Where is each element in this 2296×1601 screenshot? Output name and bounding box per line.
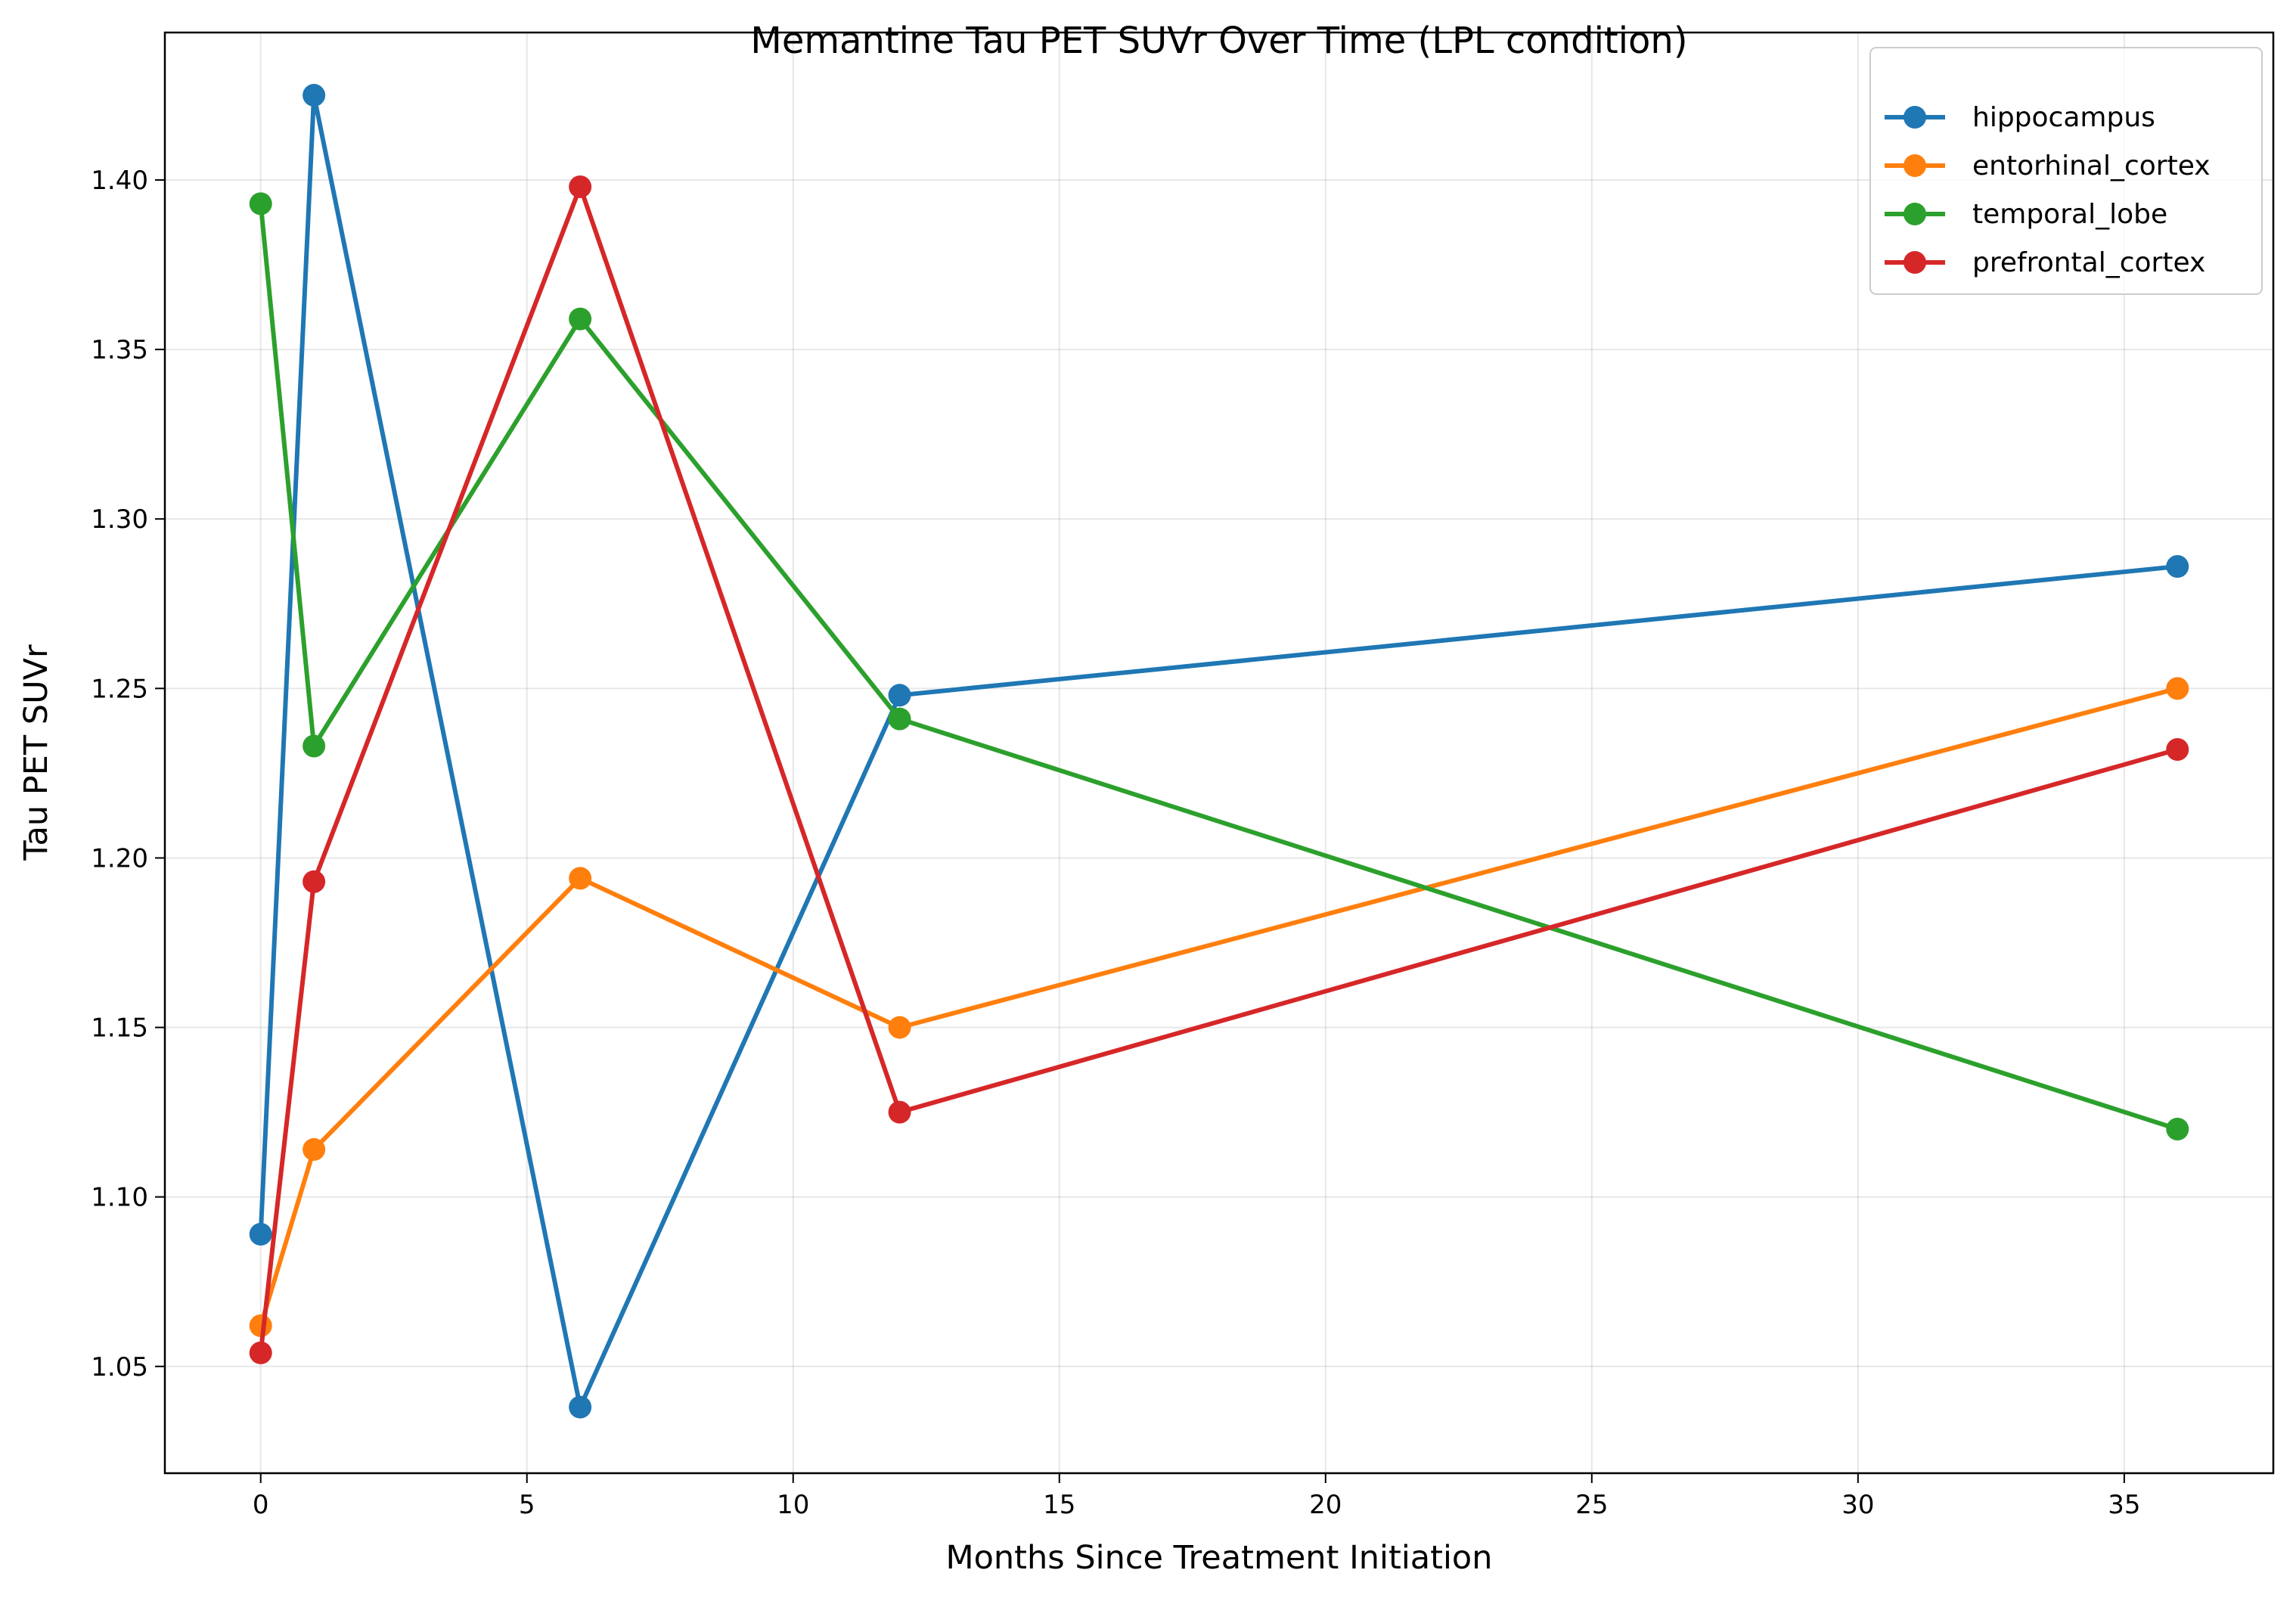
y-axis-label: Tau PET SUVr bbox=[17, 644, 55, 861]
data-point-prefrontal_cortex bbox=[569, 175, 592, 198]
legend-swatch-marker bbox=[1904, 154, 1926, 177]
y-tick-label: 1.20 bbox=[91, 843, 148, 873]
data-point-prefrontal_cortex bbox=[2166, 738, 2189, 762]
legend-box bbox=[1869, 47, 2263, 295]
legend-swatch-marker bbox=[1904, 203, 1926, 225]
y-tick-label: 1.25 bbox=[91, 674, 148, 704]
x-axis-label: Months Since Treatment Initiation bbox=[946, 1539, 1493, 1577]
data-point-prefrontal_cortex bbox=[249, 1341, 272, 1364]
y-tick-label: 1.30 bbox=[91, 504, 148, 535]
legend-label: entorhinal_cortex bbox=[1972, 150, 2211, 182]
y-tick-label: 1.15 bbox=[91, 1013, 148, 1044]
x-tick-label: 30 bbox=[1841, 1490, 1874, 1520]
plot-frame bbox=[163, 31, 2275, 1475]
data-point-prefrontal_cortex bbox=[303, 870, 326, 893]
legend-swatch-marker bbox=[1904, 106, 1926, 129]
data-point-prefrontal_cortex bbox=[888, 1100, 911, 1124]
x-tick-label: 15 bbox=[1043, 1490, 1075, 1520]
axis-ticks: 0 5 10 15 20 25 30 35 1.05 1.10 1.15 1.20 1.25 1.30 1.… bbox=[91, 166, 2140, 1520]
legend-label: prefrontal_cortex bbox=[1972, 247, 2205, 278]
x-tick-label: 5 bbox=[519, 1490, 535, 1520]
data-point-entorhinal_cortex bbox=[303, 1137, 326, 1161]
x-tick-label: 35 bbox=[2108, 1490, 2140, 1520]
legend-item-hippocampus: hippocampus bbox=[1885, 102, 2155, 133]
legend: hippocampus entorhinal_cortex temporal_lob… bbox=[1869, 47, 2263, 295]
legend-item-prefrontal_cortex: prefrontal_cortex bbox=[1885, 247, 2205, 278]
y-tick-label: 1.10 bbox=[91, 1183, 148, 1213]
legend-label: temporal_lobe bbox=[1972, 199, 2167, 230]
data-point-hippocampus bbox=[888, 684, 911, 707]
data-point-hippocampus bbox=[303, 83, 326, 107]
x-tick-label: 0 bbox=[253, 1490, 269, 1520]
data-point-hippocampus bbox=[2166, 554, 2189, 578]
data-point-entorhinal_cortex bbox=[2166, 677, 2189, 700]
legend-item-entorhinal_cortex: entorhinal_cortex bbox=[1885, 150, 2211, 182]
y-tick-label: 1.05 bbox=[91, 1352, 148, 1382]
data-point-hippocampus bbox=[569, 1395, 592, 1419]
series-hippocampus bbox=[249, 83, 2189, 1419]
legend-label: hippocampus bbox=[1972, 102, 2155, 133]
data-point-temporal_lobe bbox=[303, 734, 326, 758]
series-layer bbox=[249, 83, 2189, 1419]
data-point-temporal_lobe bbox=[249, 192, 272, 216]
legend-item-temporal_lobe: temporal_lobe bbox=[1885, 199, 2167, 230]
x-tick-label: 20 bbox=[1309, 1490, 1342, 1520]
series-temporal_lobe bbox=[249, 192, 2189, 1141]
y-tick-label: 1.35 bbox=[91, 335, 148, 365]
x-tick-label: 10 bbox=[777, 1490, 809, 1520]
y-tick-label: 1.40 bbox=[91, 166, 148, 196]
series-prefrontal_cortex bbox=[249, 175, 2189, 1364]
legend-swatch-marker bbox=[1904, 251, 1926, 274]
data-point-hippocampus bbox=[249, 1222, 272, 1246]
data-point-temporal_lobe bbox=[888, 707, 911, 731]
data-point-entorhinal_cortex bbox=[569, 867, 592, 890]
chart-title: Memantine Tau PET SUVr Over Time (LPL co… bbox=[750, 20, 1687, 62]
data-point-temporal_lobe bbox=[569, 307, 592, 330]
data-point-entorhinal_cortex bbox=[888, 1016, 911, 1039]
data-point-temporal_lobe bbox=[2166, 1118, 2189, 1141]
x-tick-label: 25 bbox=[1575, 1490, 1608, 1520]
